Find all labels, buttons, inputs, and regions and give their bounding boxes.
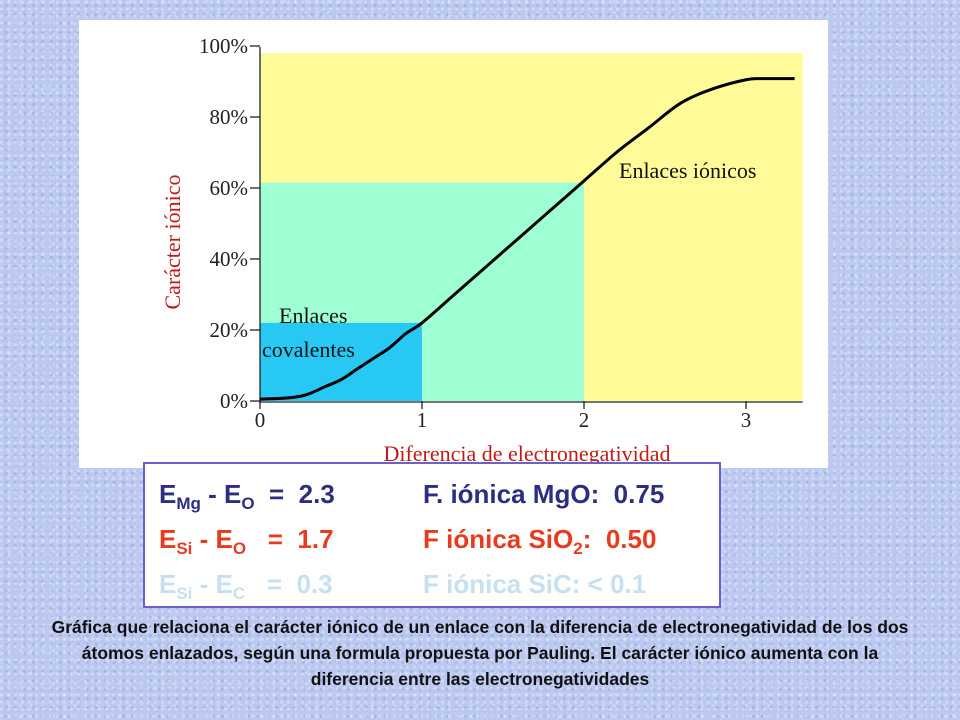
region-label-ionic: Enlaces iónicos <box>619 158 756 183</box>
formula-lhs: ESi - EC = 0.3 <box>159 569 333 603</box>
y-tick-label: 40% <box>210 247 249 271</box>
y-tick-label: 20% <box>210 318 249 342</box>
formula-lhs: ESi - EO = 1.7 <box>159 524 334 558</box>
y-axis-title: Carácter iónico <box>160 175 185 310</box>
y-tick-label: 60% <box>210 176 249 200</box>
y-tick-label: 0% <box>220 389 248 413</box>
y-tick-label: 100% <box>199 34 248 58</box>
ionic-character-curve <box>259 77 795 401</box>
figure-caption: Gráfica que relaciona el carácter iónico… <box>51 617 909 689</box>
x-tick-label: 3 <box>741 408 752 432</box>
x-tick-label: 0 <box>255 408 266 432</box>
region-label-covalent: covalentes <box>262 337 355 362</box>
chart-panel: Enlaces covalentes Enlaces iónicos 0% 20% 40%… <box>79 20 828 468</box>
ionic-character-chart: Enlaces covalentes Enlaces iónicos 0% 20% 40%… <box>160 34 803 466</box>
formula-box: EMg - EO = 2.3 F. iónica MgO: 0.75 ESi -… <box>143 462 721 608</box>
x-tick-label: 1 <box>417 408 428 432</box>
formula-rhs: F iónica SiC: < 0.1 <box>423 569 647 599</box>
region-label-covalent: Enlaces <box>279 303 347 328</box>
x-tick-label: 2 <box>579 408 590 432</box>
formula-rhs: F. iónica MgO: 0.75 <box>423 479 665 509</box>
x-axis-title: Diferencia de electronegatividad <box>383 441 670 466</box>
y-tick-label: 80% <box>210 105 249 129</box>
formula-lhs: EMg - EO = 2.3 <box>159 479 335 513</box>
formula-rhs: F iónica SiO2: 0.50 <box>423 524 657 558</box>
chart-region <box>260 322 422 401</box>
